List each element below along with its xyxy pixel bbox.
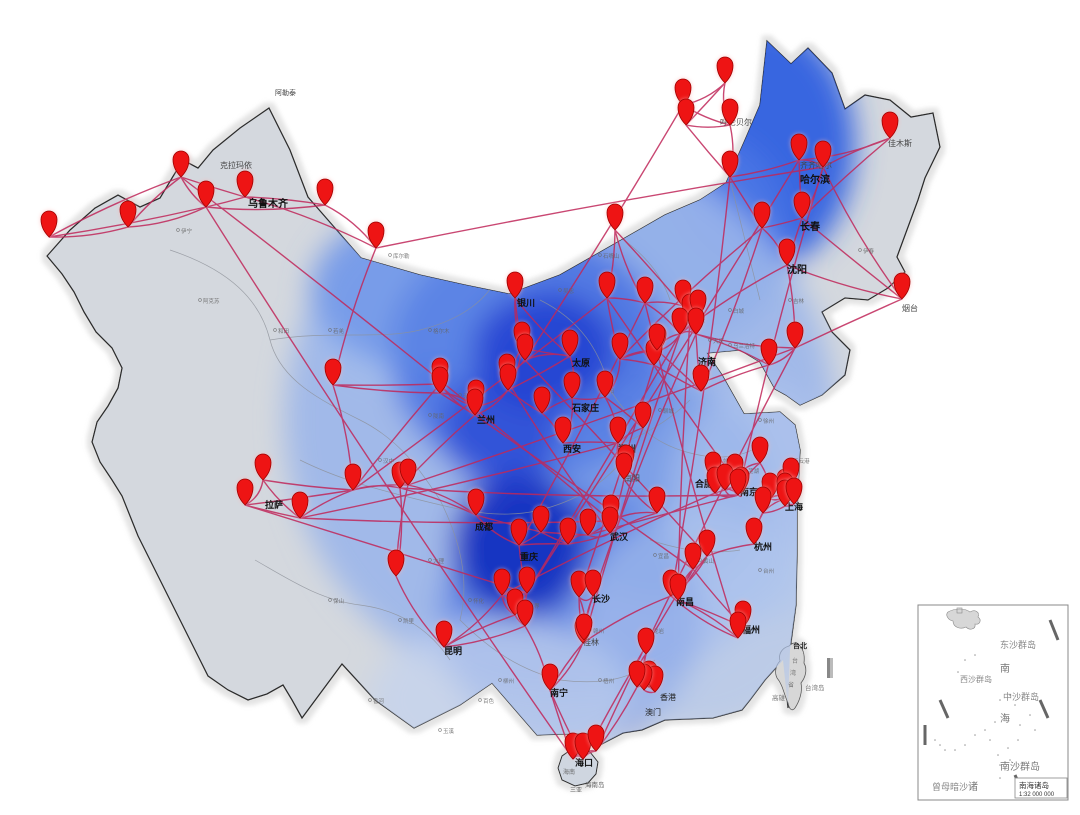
svg-text:芜湖: 芜湖 bbox=[748, 467, 760, 475]
svg-text:佳木斯: 佳木斯 bbox=[888, 138, 912, 148]
svg-text:白城: 白城 bbox=[733, 307, 745, 315]
svg-text:杭州: 杭州 bbox=[754, 541, 772, 552]
svg-text:海南: 海南 bbox=[563, 768, 575, 776]
svg-text:宜昌: 宜昌 bbox=[658, 552, 669, 560]
svg-text:长春: 长春 bbox=[800, 220, 820, 233]
svg-text:赣州: 赣州 bbox=[593, 627, 604, 635]
svg-text:若羌: 若羌 bbox=[333, 327, 345, 335]
svg-text:库尔勒: 库尔勒 bbox=[393, 252, 410, 260]
svg-text:高雄: 高雄 bbox=[772, 693, 786, 702]
svg-text:台北: 台北 bbox=[793, 641, 807, 650]
svg-text:伊宁: 伊宁 bbox=[181, 227, 193, 235]
svg-text:中沙群岛: 中沙群岛 bbox=[1003, 691, 1039, 702]
svg-text:龙岩: 龙岩 bbox=[653, 627, 665, 635]
svg-text:百色: 百色 bbox=[483, 697, 495, 705]
svg-text:吴忠: 吴忠 bbox=[563, 287, 575, 295]
svg-text:1:32 000 000: 1:32 000 000 bbox=[1019, 792, 1055, 798]
svg-text:保山: 保山 bbox=[333, 597, 344, 605]
svg-text:阿克苏: 阿克苏 bbox=[203, 297, 220, 305]
svg-text:石家庄: 石家庄 bbox=[571, 402, 599, 413]
svg-text:克拉玛依: 克拉玛依 bbox=[220, 160, 252, 170]
svg-text:南沙群岛: 南沙群岛 bbox=[1000, 760, 1040, 773]
svg-text:香港: 香港 bbox=[660, 692, 676, 702]
svg-text:澳门: 澳门 bbox=[645, 707, 661, 717]
svg-text:陇南: 陇南 bbox=[433, 412, 445, 420]
svg-text:乌兰浩特: 乌兰浩特 bbox=[733, 342, 756, 350]
svg-text:海南岛: 海南岛 bbox=[585, 780, 605, 789]
svg-text:台州: 台州 bbox=[763, 567, 774, 575]
svg-text:太原: 太原 bbox=[571, 357, 590, 368]
svg-text:怀化: 怀化 bbox=[473, 597, 485, 605]
svg-text:格尔木: 格尔木 bbox=[433, 327, 450, 335]
svg-text:石嘴山: 石嘴山 bbox=[603, 252, 620, 260]
svg-text:省: 省 bbox=[788, 681, 794, 689]
svg-text:徐州: 徐州 bbox=[763, 417, 774, 425]
svg-text:南海诸岛: 南海诸岛 bbox=[1019, 780, 1049, 790]
svg-text:南: 南 bbox=[1000, 662, 1010, 675]
svg-text:台湾岛: 台湾岛 bbox=[805, 683, 825, 692]
svg-text:武汉: 武汉 bbox=[610, 531, 629, 542]
svg-text:海口: 海口 bbox=[575, 757, 593, 768]
svg-text:和田: 和田 bbox=[278, 327, 289, 335]
svg-text:拉萨: 拉萨 bbox=[265, 499, 283, 510]
svg-text:台: 台 bbox=[792, 657, 798, 665]
svg-text:沈阳: 沈阳 bbox=[787, 263, 807, 276]
svg-text:海: 海 bbox=[1000, 712, 1010, 725]
svg-text:柳州: 柳州 bbox=[503, 677, 514, 685]
svg-text:兰州: 兰州 bbox=[477, 414, 495, 425]
svg-text:汉中: 汉中 bbox=[383, 457, 394, 465]
svg-text:大理: 大理 bbox=[433, 557, 445, 565]
svg-text:香河: 香河 bbox=[373, 697, 385, 705]
svg-text:伊春: 伊春 bbox=[863, 247, 875, 255]
svg-text:银川: 银川 bbox=[517, 297, 535, 308]
svg-text:昆明: 昆明 bbox=[444, 646, 462, 656]
svg-text:烟台: 烟台 bbox=[902, 303, 918, 313]
svg-text:哈尔滨: 哈尔滨 bbox=[800, 173, 830, 186]
svg-text:成都: 成都 bbox=[475, 521, 493, 532]
svg-text:大庆: 大庆 bbox=[713, 337, 725, 345]
svg-text:玉溪: 玉溪 bbox=[443, 727, 455, 735]
svg-text:聊城: 聊城 bbox=[663, 407, 675, 415]
svg-text:湾: 湾 bbox=[790, 669, 796, 677]
svg-text:梧州: 梧州 bbox=[603, 677, 614, 685]
svg-text:乌鲁木齐: 乌鲁木齐 bbox=[248, 197, 289, 210]
svg-text:南宁: 南宁 bbox=[550, 687, 568, 698]
svg-text:阿勒泰: 阿勒泰 bbox=[275, 88, 296, 97]
svg-text:诸: 诸 bbox=[968, 781, 978, 793]
svg-text:吉林: 吉林 bbox=[793, 297, 805, 305]
svg-text:重庆: 重庆 bbox=[520, 551, 538, 562]
svg-text:西安: 西安 bbox=[563, 443, 581, 454]
svg-text:东沙群岛: 东沙群岛 bbox=[1000, 639, 1036, 650]
svg-text:黄山: 黄山 bbox=[703, 557, 714, 565]
svg-text:三亚: 三亚 bbox=[570, 787, 582, 794]
svg-text:曾母暗沙: 曾母暗沙 bbox=[932, 781, 968, 792]
svg-text:凯里: 凯里 bbox=[403, 617, 415, 625]
svg-text:西沙群岛: 西沙群岛 bbox=[960, 674, 992, 684]
